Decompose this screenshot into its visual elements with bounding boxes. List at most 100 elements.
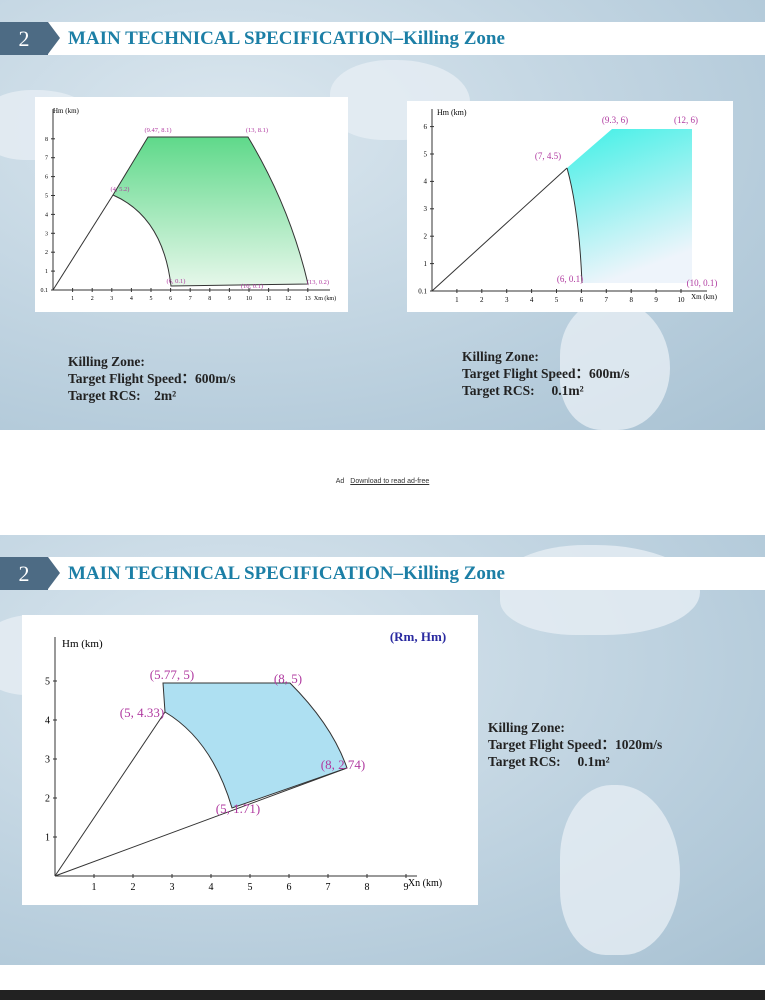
point-label: (7, 4.5) [535,151,561,161]
point-label: (4, 5.2) [111,186,130,193]
zone [112,136,309,287]
line [54,767,348,877]
y-tick-label: 3 [45,754,50,765]
x-tick-label: 8 [365,882,370,893]
y-tick-label: 4 [424,178,428,186]
y-tick-label: 5 [45,676,50,687]
x-tick-label: 5 [555,296,559,304]
point-label: (5.77, 5) [150,667,194,682]
x-axis-label: Xm (km) [314,295,336,302]
y-tick-label: 5 [45,194,48,200]
ad-link[interactable]: Download to read ad-free [350,478,430,485]
x-tick-label: 1 [92,882,97,893]
diagram: 1 2 3 4 5 6 7 8 9 10 11 12 13 0.1 1 2 3 4 5 6 7 8 Hm (km) Xm (k… [35,97,348,312]
x-tick-label: 1 [71,296,74,302]
x-tick-label: 9 [654,296,658,304]
x-tick-label: 10 [246,296,252,302]
x-tick-label: 3 [170,882,175,893]
caption-line: Target Flight Speed：1020m/s [488,737,663,752]
x-tick-label: 13 [305,296,311,302]
x-tick-label: 11 [266,296,272,302]
y-tick-label: 8 [45,137,48,143]
point-label: (8, 2.74) [321,757,365,772]
y-tick-label: 2 [424,233,428,241]
x-tick-label: 4 [209,882,214,893]
x-tick-label: 2 [131,882,136,893]
caption-line: Target RCS: 0.1m² [488,754,610,769]
x-tick-label: 7 [605,296,609,304]
x-tick-label: 3 [110,296,113,302]
y-tick-label: 3 [424,205,428,213]
diagram: 1 2 3 4 5 6 7 8 9 10 0.1 1 2 3 4 5 6 Hm (km) Xm (km) (9.3, … [407,101,733,312]
legend: (Rm, Hm) [390,629,446,644]
caption-line: Target Flight Speed：600m/s [462,366,630,381]
x-axis-label: Xm (km) [691,293,718,301]
point-label: (8, 5) [274,671,302,686]
x-tick-label: 4 [130,296,133,302]
x-tick-label: 6 [287,882,292,893]
slide-number: 2 [0,22,60,55]
y-tick-label: 0.1 [41,288,49,294]
diagram-svg: 1 2 3 4 5 6 7 8 9 1 2 3 4 5 Hm (km) Xn (km) (Rm, Hm) (5.7… [45,629,446,893]
y-tick-label: 6 [424,123,428,131]
diagram: 1 2 3 4 5 6 7 8 9 1 2 3 4 5 Hm (km) Xn (km) (Rm, Hm) (5.7… [22,615,478,905]
x-tick-label: 2 [91,296,94,302]
x-tick-label: 12 [285,296,291,302]
point-label: (10, 0.1) [241,283,263,290]
y-tick-label: 2 [45,250,48,256]
caption-line: Killing Zone: [68,354,145,369]
x-tick-label: 10 [678,296,686,304]
caption-line: Target RCS: 2m² [68,388,177,403]
line [54,711,166,877]
y-tick-label: 1 [45,832,50,843]
point-label: (5, 4.33) [120,705,164,720]
x-tick-label: 3 [505,296,509,304]
x-tick-label: 8 [629,296,633,304]
footer-bar [0,990,765,1000]
caption-line: Killing Zone: [488,720,565,735]
x-tick-label: 5 [150,296,153,302]
slide: 2 MAIN TECHNICAL SPECIFICATION–Killing Z… [0,0,765,430]
caption-line: Target RCS: 0.1m² [462,383,584,398]
x-tick-label: 9 [404,882,409,893]
y-axis-label: Hm (km) [437,108,467,117]
y-tick-label: 2 [45,793,50,804]
y-tick-label: 1 [424,260,428,268]
y-tick-label: 6 [45,175,48,181]
slide-title: MAIN TECHNICAL SPECIFICATION–Killing Zon… [68,563,505,584]
ad-label: Ad [335,478,345,485]
y-tick-label: 1 [45,269,48,275]
point-label: (12, 6) [674,115,698,125]
caption: Killing Zone: Target Flight Speed：600m/s… [462,348,630,399]
x-tick-label: 2 [480,296,484,304]
y-tick-label: 3 [45,231,48,237]
x-tick-label: 7 [189,296,192,302]
point-label: (6, 0.1) [557,274,583,284]
x-tick-label: 8 [208,296,211,302]
y-tick-label: 0.1 [418,287,427,295]
caption: Killing Zone: Target Flight Speed：600m/s… [68,353,236,404]
point-label: (13, 0.2) [307,279,329,286]
ad: Ad Download to read ad-free [0,478,765,485]
caption-line: Target Flight Speed：600m/s [68,371,236,386]
y-axis-label: Hm (km) [53,107,80,115]
y-tick-label: 4 [45,212,48,218]
y-tick-label: 4 [45,715,50,726]
x-tick-label: 4 [530,296,534,304]
y-tick-label: 5 [424,150,428,158]
header: 2 MAIN TECHNICAL SPECIFICATION–Killing Z… [0,557,765,590]
x-tick-label: 7 [326,882,331,893]
line [431,167,568,292]
y-tick-label: 7 [45,156,48,162]
line [52,194,114,291]
header: 2 MAIN TECHNICAL SPECIFICATION–Killing Z… [0,22,765,55]
point-label: (9.3, 6) [602,115,628,125]
point-label: (13, 8.1) [246,127,268,134]
y-axis-label: Hm (km) [62,638,103,650]
x-tick-label: 6 [169,296,172,302]
point-label: (6, 0.1) [167,278,186,285]
diagram-svg: 1 2 3 4 5 6 7 8 9 10 0.1 1 2 3 4 5 6 Hm (km) Xm (km) (9.3, … [418,108,718,304]
x-tick-label: 1 [455,296,459,304]
x-tick-label: 9 [228,296,231,302]
